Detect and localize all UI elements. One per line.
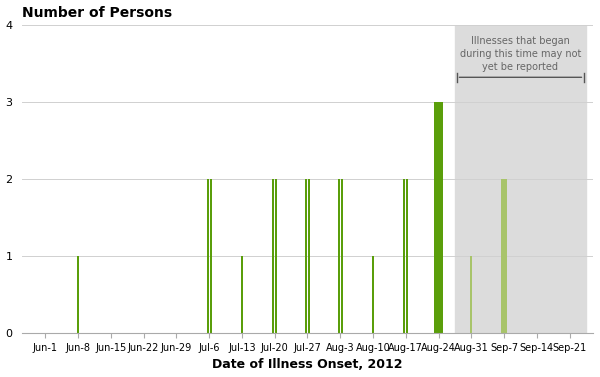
Text: Number of Persons: Number of Persons [22,6,173,20]
Bar [338,179,340,333]
Bar [272,179,274,333]
Bar [455,25,586,333]
Bar [305,179,307,333]
Bar [403,179,406,333]
Bar [206,179,209,333]
Bar [505,179,507,333]
Bar [437,102,440,333]
Bar [77,256,79,333]
Bar [372,256,374,333]
Bar [406,179,409,333]
Bar [275,179,277,333]
Bar [341,179,343,333]
Bar [434,102,437,333]
Bar [308,179,310,333]
Bar [209,179,212,333]
Bar [470,256,472,333]
Bar [241,256,243,333]
Text: Illnesses that began
during this time may not
yet be reported: Illnesses that began during this time ma… [460,35,581,72]
Bar [502,179,504,333]
Bar [440,102,443,333]
X-axis label: Date of Illness Onset, 2012: Date of Illness Onset, 2012 [212,359,403,371]
